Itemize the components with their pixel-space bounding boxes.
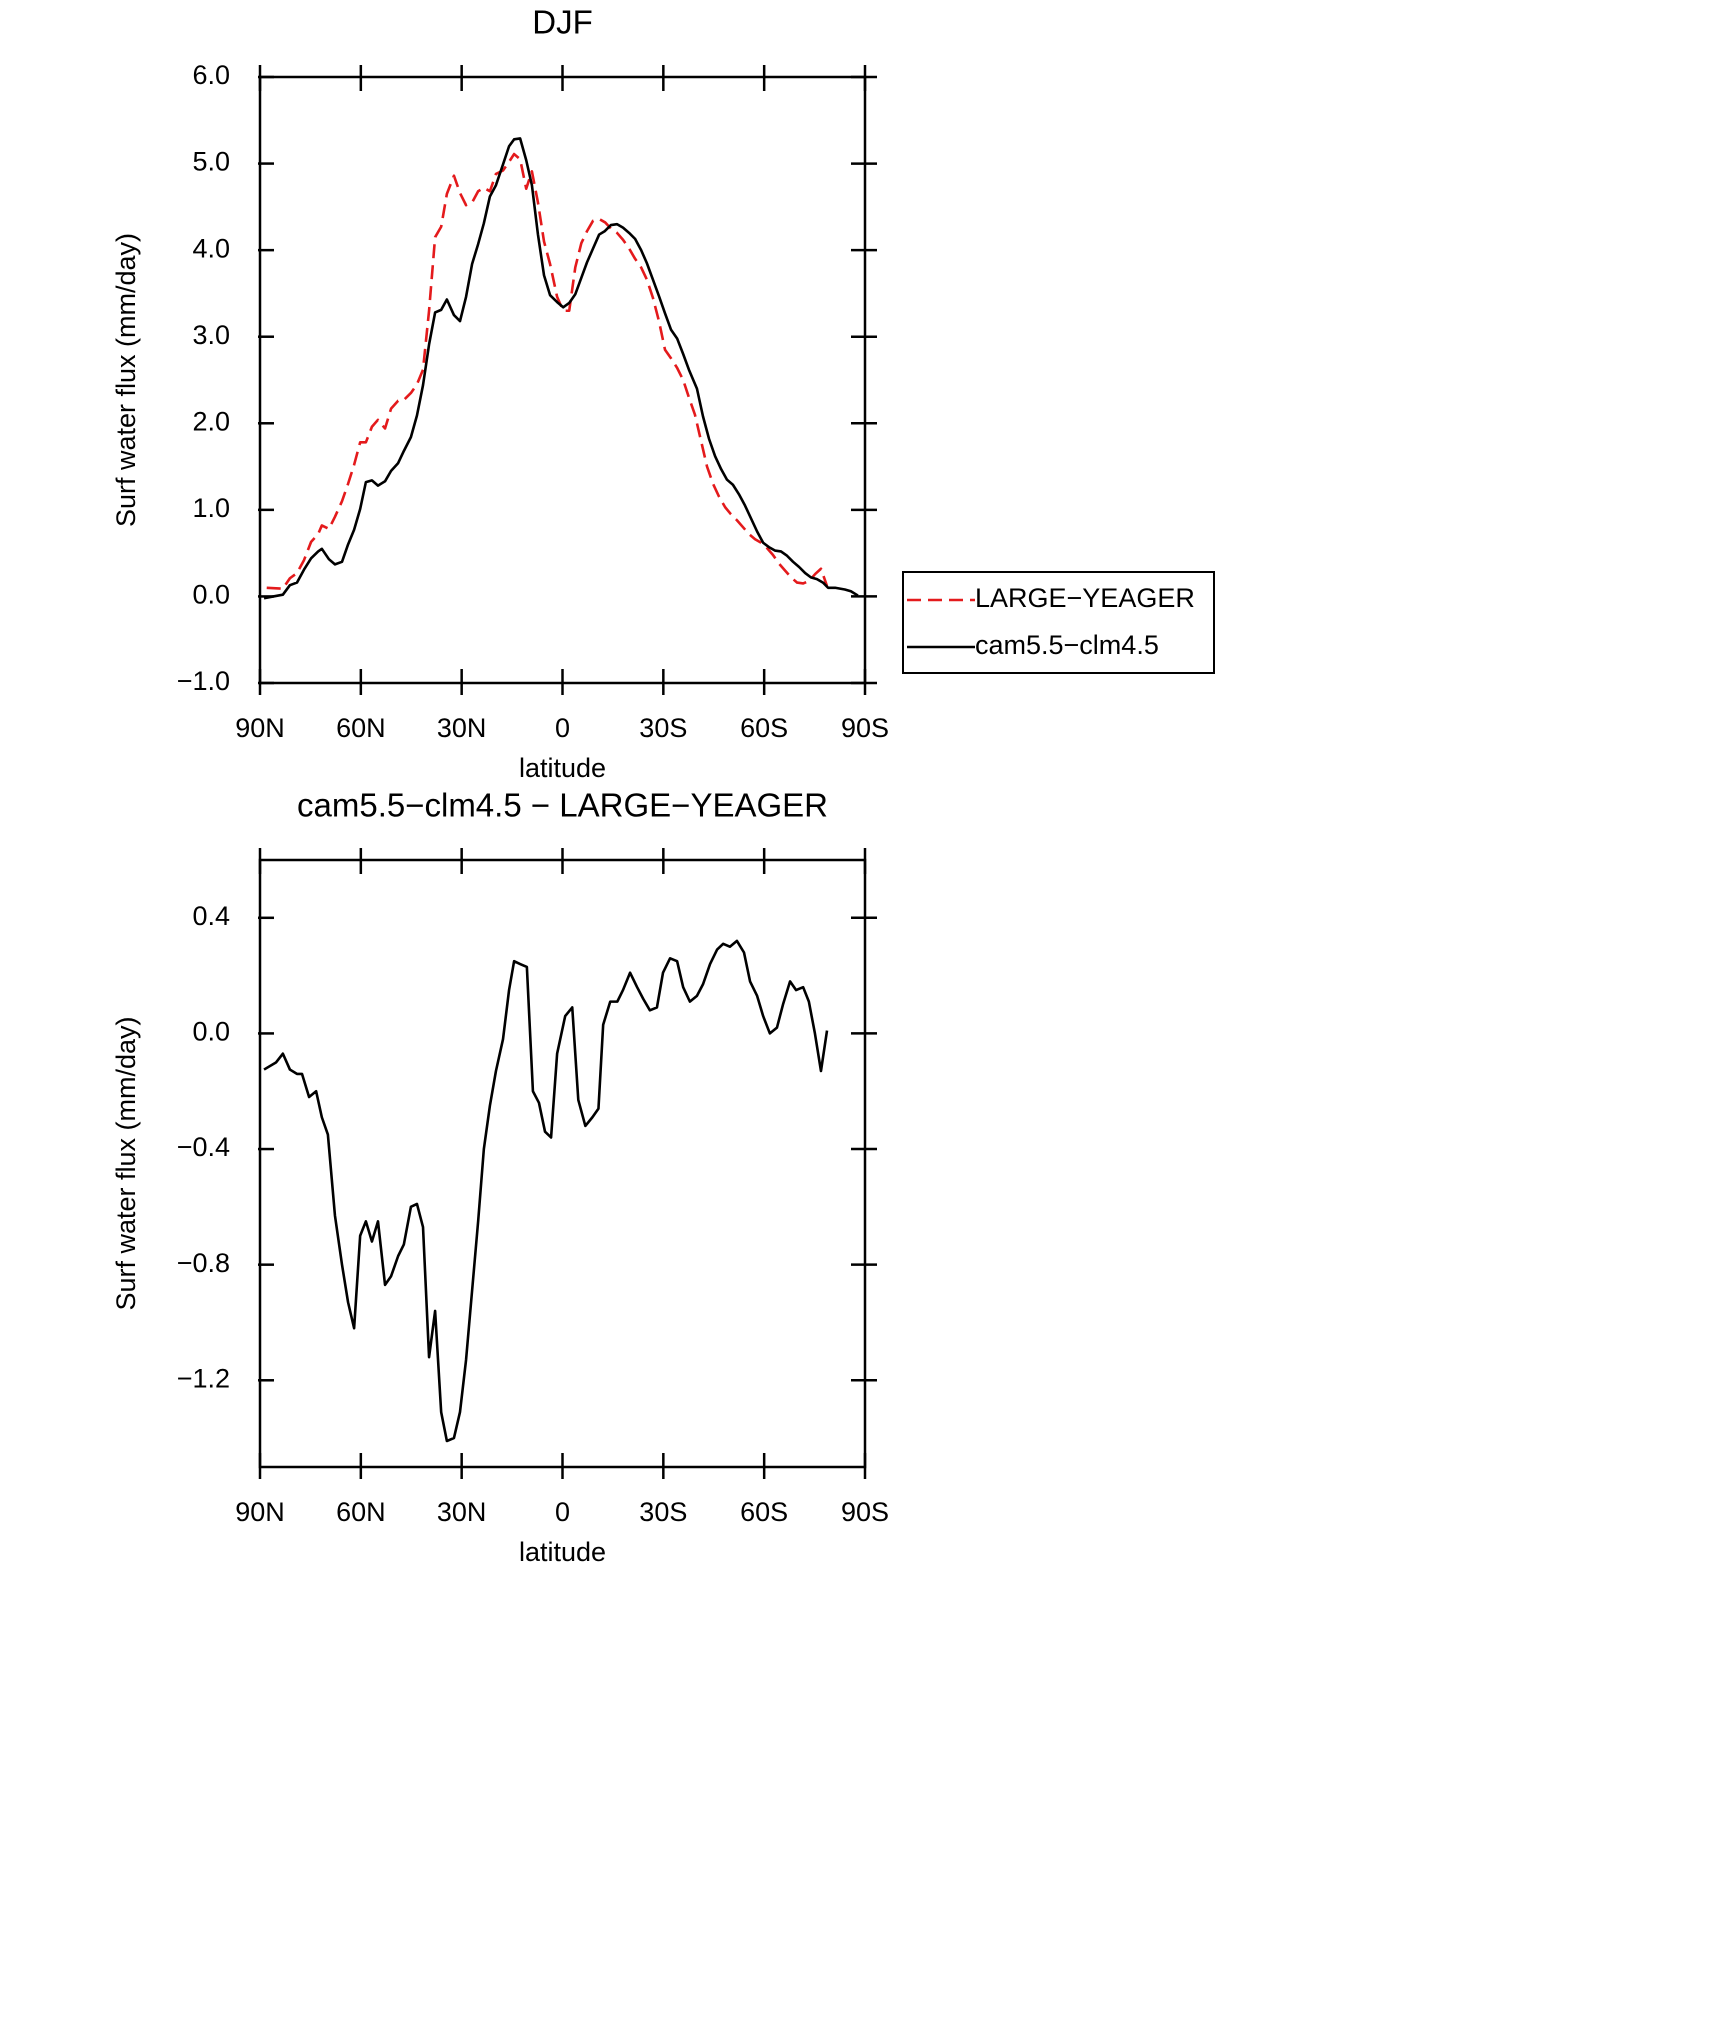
x-tick-label: 60S	[740, 1497, 788, 1527]
x-tick-label: 30N	[437, 1497, 487, 1527]
x-axis-label: latitude	[519, 1537, 606, 1567]
x-tick-label: 60S	[740, 713, 788, 743]
y-tick-label: 0.4	[192, 901, 230, 931]
x-tick-label: 60N	[336, 1497, 386, 1527]
x-tick-label: 0	[555, 1497, 570, 1527]
x-tick-label: 90N	[235, 713, 285, 743]
x-tick-label: 30S	[639, 1497, 687, 1527]
data-line	[263, 939, 829, 1443]
x-tick-label: 90N	[235, 1497, 285, 1527]
y-tick-label: 0.0	[192, 1017, 230, 1047]
y-tick-label: −1.2	[177, 1363, 230, 1393]
data-line	[263, 137, 859, 600]
y-tick-label: 5.0	[192, 147, 230, 177]
legend-box	[902, 571, 1215, 674]
y-tick-label: 0.0	[192, 580, 230, 610]
x-tick-label: 30N	[437, 713, 487, 743]
y-axis-label: Surf water flux (mm/day)	[111, 1016, 141, 1310]
y-tick-label: −0.4	[177, 1132, 230, 1162]
y-tick-label: 6.0	[192, 60, 230, 90]
y-tick-label: 2.0	[192, 406, 230, 436]
x-axis-label: latitude	[519, 753, 606, 783]
y-tick-label: 3.0	[192, 320, 230, 350]
y-tick-label: 4.0	[192, 233, 230, 263]
y-tick-label: 1.0	[192, 493, 230, 523]
chart-title: DJF	[532, 4, 593, 41]
chart-title: cam5.5−clm4.5 − LARGE−YEAGER	[297, 787, 828, 824]
x-tick-label: 90S	[841, 713, 889, 743]
y-tick-label: −1.0	[177, 666, 230, 696]
x-tick-label: 90S	[841, 1497, 889, 1527]
data-line	[266, 152, 829, 590]
x-tick-label: 60N	[336, 713, 386, 743]
x-tick-label: 0	[555, 713, 570, 743]
y-tick-label: −0.8	[177, 1248, 230, 1278]
x-tick-label: 30S	[639, 713, 687, 743]
y-axis-label: Surf water flux (mm/day)	[111, 233, 141, 527]
legend-label: LARGE−YEAGER	[975, 583, 1195, 613]
plot-frame	[258, 858, 867, 1469]
plot-frame	[258, 75, 867, 685]
legend-label: cam5.5−clm4.5	[975, 630, 1159, 660]
